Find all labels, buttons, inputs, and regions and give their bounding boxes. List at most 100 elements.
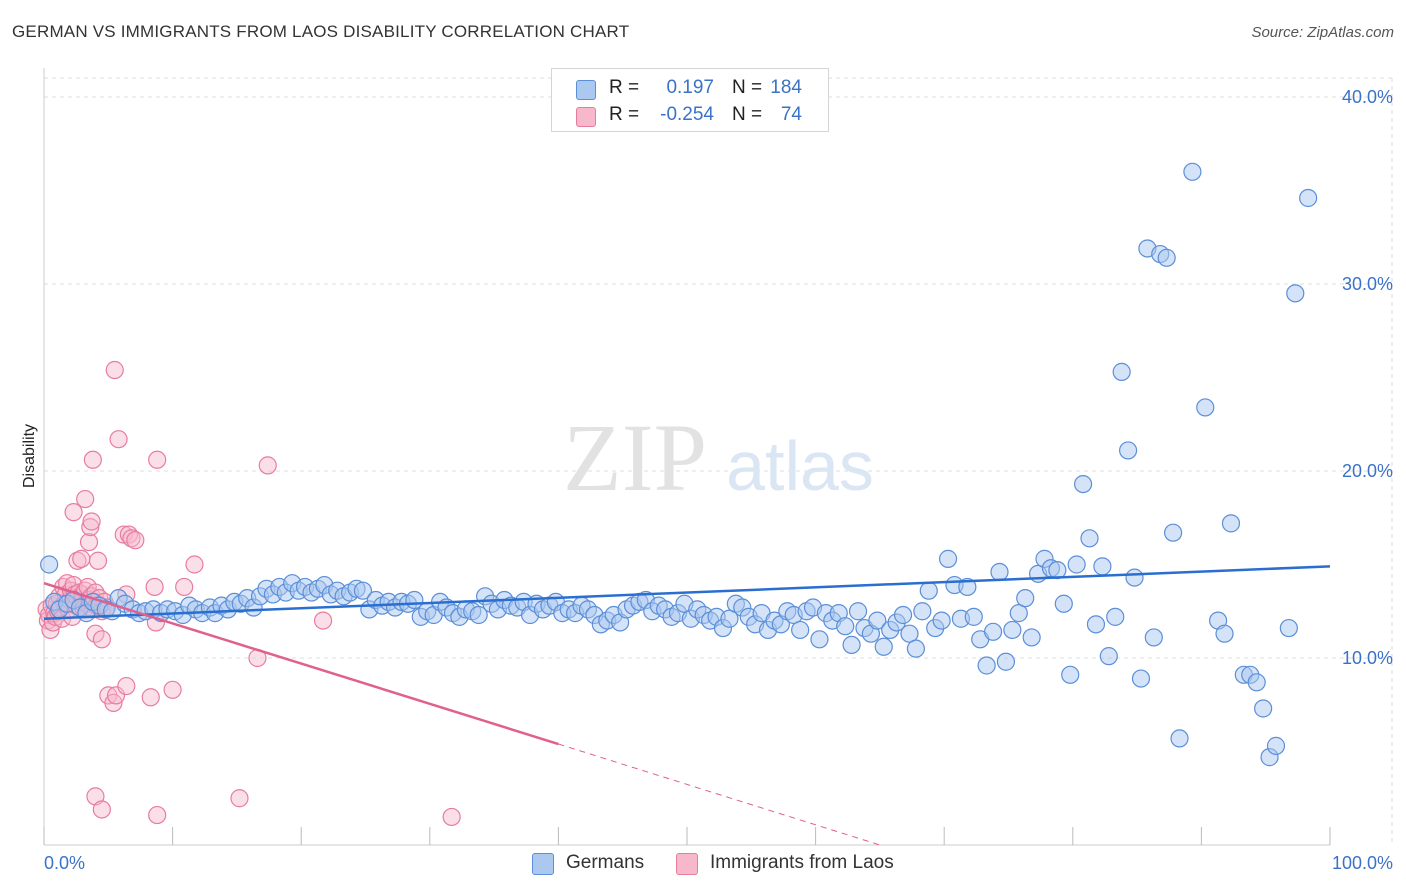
german-point [900,624,919,643]
tick-labels: 10.0% 20.0% 30.0% 40.0% 0.0% 100.0% [44,87,1393,873]
german-point [874,637,893,656]
laos-point [88,551,108,570]
legend-r-value: -0.254 [660,104,714,125]
german-point [40,555,59,574]
german-point [1279,618,1298,638]
german-point [977,656,996,675]
laos-point [145,577,164,597]
laos-point [126,531,145,550]
laos-point [104,693,123,712]
laos-point [148,450,167,469]
german-point [1247,673,1266,692]
laos-point [83,450,102,469]
laos-point [175,577,194,597]
laos-point [105,360,124,380]
germans-trendline [43,565,1331,620]
laos-point [258,456,277,475]
laos-point [230,789,249,808]
chart-title: GERMAN VS IMMIGRANTS FROM LAOS DISABILIT… [12,22,630,41]
legend-row-laos: R = -0.254 N = 74 [552,101,828,129]
german-point [1131,669,1151,688]
laos-point [442,807,461,827]
laos-point [82,512,101,531]
laos-point [117,676,136,696]
legend-n-label: N = [732,104,763,125]
laos-point [92,800,111,819]
german-point [1054,594,1073,613]
laos-point [148,805,167,825]
german-point [983,622,1003,641]
laos-point [185,555,204,574]
german-point [1106,607,1125,626]
watermark-atlas: atlas [726,427,874,505]
german-point [932,611,951,630]
german-point [353,581,373,600]
german-point [1061,665,1080,684]
german-point [1093,557,1112,576]
laos-point [163,680,182,699]
trendlines [43,565,1331,846]
laos-point [141,688,160,707]
axes [43,68,1331,846]
german-point [868,611,887,630]
german-point [1009,604,1028,623]
german-point [1266,736,1286,755]
german-point [1086,615,1106,634]
legend-r-label: R = [609,104,640,125]
german-point [996,652,1016,671]
x-tick-label: 0.0% [44,853,85,873]
legend-n-value: 184 [770,77,802,98]
german-point [1144,628,1163,647]
german-point [919,581,938,600]
german-point [1254,699,1273,718]
german-point [1022,628,1041,647]
gridlines [44,77,1393,845]
y-tick-label: 20.0% [1342,461,1393,481]
legend-swatch-germans [576,80,596,100]
german-point [836,617,855,636]
legend-n-value: 74 [780,104,802,125]
legend-r-label: R = [609,77,640,98]
german-point [1215,624,1234,643]
x-tick-label: 100.0% [1332,853,1393,873]
y-axis-label: Disability [21,424,38,488]
y-tick-label: 10.0% [1342,648,1393,668]
german-point [1099,647,1118,666]
bottom-legend-swatch-germans [532,853,554,875]
german-point [469,605,488,625]
legend-r-value: 0.197 [666,77,714,98]
legend-n-label: N = [732,77,763,98]
german-point [720,609,739,628]
bottom-legend-swatch-laos [676,853,698,875]
german-point [1067,555,1086,574]
watermark-zip: ZIP [563,404,707,511]
german-point [913,602,932,621]
german-point [893,605,913,625]
german-point [1080,529,1099,548]
laos-point [81,517,100,537]
german-point [1003,620,1022,640]
laos-point [86,787,105,806]
laos-point [64,503,83,522]
german-point [938,549,958,568]
bottom-legend-label-laos: Immigrants from Laos [710,852,894,873]
german-point [810,630,829,649]
german-point [1112,362,1131,381]
german-point [990,562,1009,582]
german-point [1157,248,1176,267]
german-point [1164,523,1183,542]
german-point [958,577,977,597]
german-point [1073,474,1093,494]
y-tick-label: 30.0% [1342,274,1393,294]
laos-point [79,532,99,552]
laos-point [92,630,111,649]
y-tick-label: 40.0% [1342,87,1393,107]
german-point [1299,188,1318,208]
german-point [791,620,810,640]
laos-point [76,489,95,509]
german-point [1196,398,1215,417]
laos-point [109,430,128,449]
legend-swatch-laos [576,107,596,127]
legend-row-germans: R = 0.197 N = 184 [552,74,828,102]
